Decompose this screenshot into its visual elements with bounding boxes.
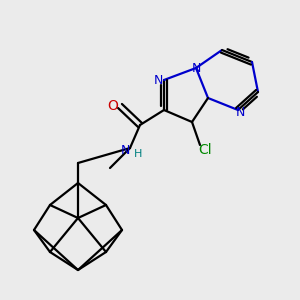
Text: Cl: Cl xyxy=(198,143,212,157)
Text: O: O xyxy=(108,99,118,113)
Text: N: N xyxy=(153,74,163,86)
Text: N: N xyxy=(235,106,245,118)
Text: N: N xyxy=(120,145,130,158)
Text: N: N xyxy=(191,61,201,74)
Text: H: H xyxy=(134,149,142,159)
